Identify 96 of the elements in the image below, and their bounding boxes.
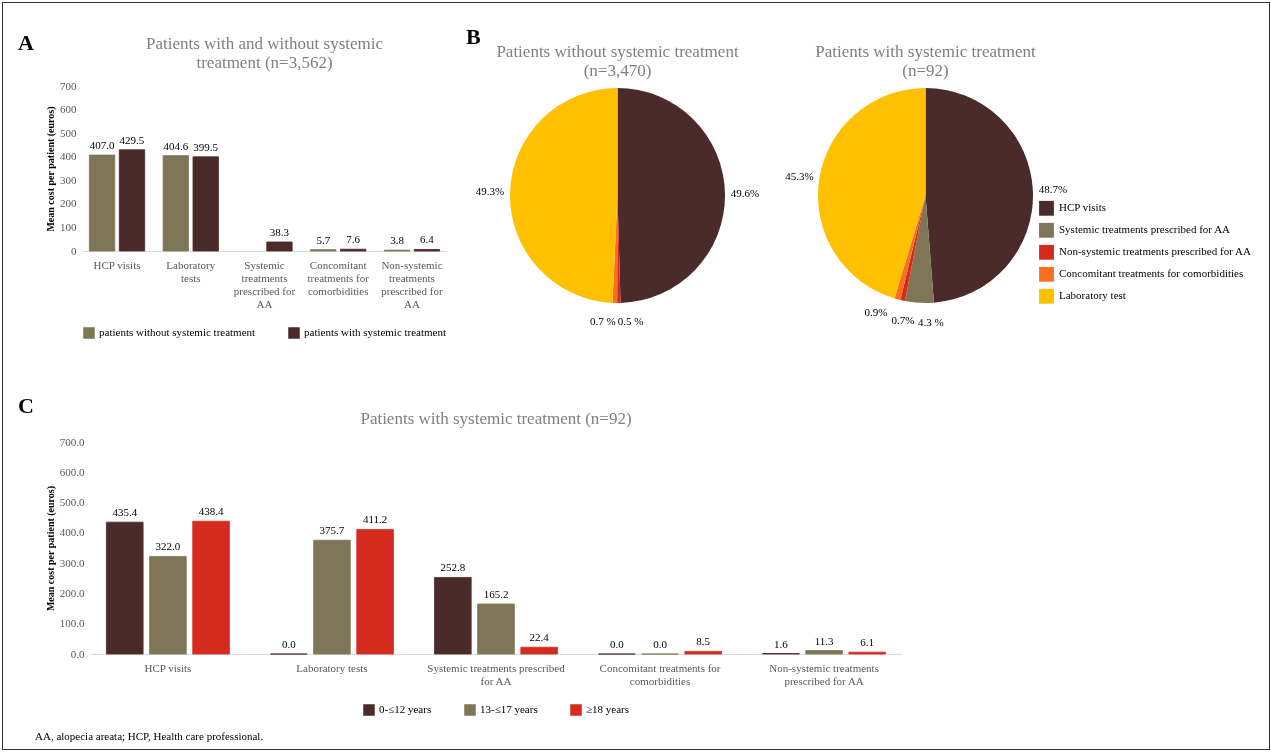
data-label: 429.5	[119, 133, 145, 146]
data-label: 6.1	[860, 636, 875, 649]
data-label: 0.0	[653, 638, 668, 650]
y-tick-label: 700.0	[59, 435, 85, 448]
data-label: 48.7%	[1038, 183, 1068, 196]
bar	[106, 521, 144, 655]
bar	[149, 556, 187, 655]
x-tick-label: Systemic treatments prescribed for AA	[427, 661, 566, 687]
data-label: 5.7	[316, 233, 331, 246]
data-label: 7.6	[346, 233, 361, 246]
y-tick-label: 200	[60, 197, 77, 210]
bar	[162, 155, 189, 252]
bar	[684, 651, 722, 655]
data-label: 45.3%	[785, 169, 814, 182]
y-axis-title: Mean cost per patient (euros)	[45, 106, 57, 232]
data-label: 0.0	[281, 638, 297, 650]
legend-label: 13-≤17 years	[480, 703, 538, 715]
x-tick-label: HCP visits	[144, 661, 192, 674]
bar	[434, 577, 472, 655]
data-label: 8.5	[696, 635, 711, 648]
chart-title: Patients with and without systemic treatment (n=3,562)	[145, 34, 384, 72]
x-tick-label: Laboratory tests	[166, 258, 216, 284]
legend-label: Laboratory test	[1059, 289, 1126, 302]
data-label: 399.5	[193, 140, 219, 153]
bar	[313, 539, 351, 655]
bar	[520, 646, 558, 655]
y-tick-label: 500	[60, 126, 77, 139]
pie-slice	[818, 88, 926, 299]
bar	[192, 520, 230, 655]
y-tick-label: 300.0	[59, 556, 85, 569]
data-label: 1.6	[774, 637, 789, 650]
data-label: 0.5 %	[617, 315, 644, 328]
data-label: 407.0	[89, 139, 115, 152]
x-tick-label: Concomitant treatments for comorbidities	[307, 258, 370, 297]
bar	[356, 529, 394, 655]
y-tick-label: 400	[60, 150, 77, 163]
data-label: 4.3 %	[917, 315, 944, 328]
text: C	[18, 393, 34, 419]
data-label: 322.0	[155, 540, 181, 553]
legend-label: patients without systemic treatment	[99, 326, 256, 338]
data-label: 0.7 %	[589, 315, 616, 328]
bar	[88, 154, 116, 252]
y-tick-label: 100.0	[59, 617, 85, 630]
data-label: 438.4	[198, 505, 224, 518]
data-label: 3.8	[390, 234, 405, 247]
data-label: 411.2	[362, 513, 388, 526]
legend-label: Systemic treatments prescribed for AA	[1059, 223, 1231, 236]
legend-label: 0-≤12 years	[379, 703, 432, 715]
legend-label: HCP visits	[1059, 201, 1106, 214]
bar	[266, 241, 293, 252]
chart-title: Patients with systemic treatment (n=92)	[360, 409, 632, 428]
legend-label: patients with systemic treatment	[304, 326, 447, 338]
bar	[805, 650, 843, 655]
data-label: 435.4	[112, 506, 138, 519]
y-tick-label: 500.0	[59, 496, 85, 509]
data-label: 404.6	[163, 139, 189, 152]
x-tick-label: Systemic treatments prescribed for AA	[233, 258, 296, 310]
legend-label: Non-systemic treatments prescribed for AA	[1059, 245, 1251, 258]
data-label: 252.8	[440, 561, 466, 574]
text: A	[18, 30, 34, 56]
legend-label: ≥18 years	[586, 703, 629, 715]
x-tick-label: Concomitant treatments for comorbidities	[599, 661, 721, 687]
pie-slice	[925, 88, 1033, 303]
y-tick-label: 0.0	[70, 647, 85, 660]
y-tick-label: 700	[60, 79, 77, 92]
pie-slice	[905, 195, 934, 303]
bar	[477, 603, 515, 655]
y-tick-label: 0	[71, 244, 77, 257]
x-tick-label: Non-systemic treatments prescribed for AA	[769, 661, 879, 687]
y-axis-title: Mean cost per patient (euros)	[44, 485, 57, 612]
data-label: 38.3	[269, 225, 290, 238]
y-tick-label: 100	[60, 220, 77, 233]
data-label: 375.7	[319, 524, 345, 537]
data-label: 0.9%	[864, 306, 888, 319]
y-tick-label: 600.0	[59, 465, 85, 478]
bar	[192, 156, 219, 252]
y-tick-label: 400.0	[59, 526, 85, 539]
x-tick-label: HCP visits	[93, 258, 141, 271]
data-label: 6.4	[420, 233, 435, 246]
y-tick-label: 200.0	[59, 586, 85, 599]
x-tick-label: Non-systemic treatments prescribed for AA	[381, 258, 443, 310]
chart-title: Patients without systemic treatment (n=3,470)	[496, 42, 739, 80]
data-label: 49.6%	[730, 186, 760, 199]
y-tick-label: 600	[60, 103, 77, 116]
text: AA, alopecia areata; HCP, Health care professional.	[35, 730, 264, 742]
x-tick-label: Laboratory tests	[296, 661, 368, 674]
chart-title: Patients with systemic treatment (n=92)	[815, 42, 1037, 80]
data-label: 22.4	[529, 631, 550, 644]
data-label: 165.2	[483, 587, 509, 600]
data-label: 11.3	[814, 634, 834, 647]
data-label: 49.3%	[475, 185, 505, 198]
data-label: 0.0	[610, 638, 625, 650]
bar	[118, 149, 146, 252]
y-tick-label: 300	[60, 173, 77, 186]
text: B	[466, 24, 481, 50]
data-label: 0.7%	[891, 313, 915, 326]
